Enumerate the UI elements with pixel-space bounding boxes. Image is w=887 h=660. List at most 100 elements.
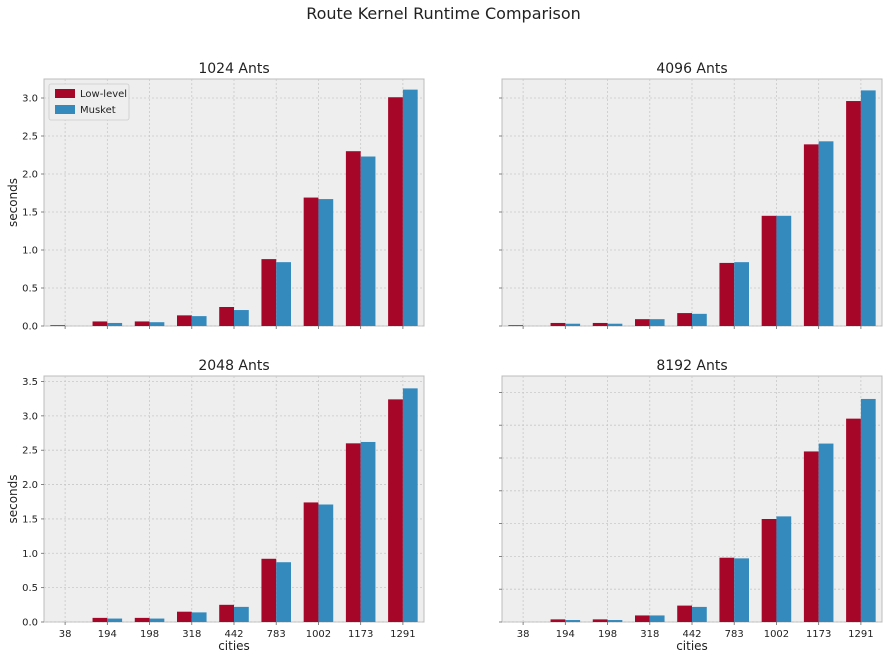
subplot-title: 2048 Ants xyxy=(198,358,269,374)
bar-musket xyxy=(860,90,876,327)
bar-low-level xyxy=(846,418,861,622)
x-axis-label: cities xyxy=(676,639,708,653)
x-tick-label: 1002 xyxy=(306,629,331,640)
bar-low-level xyxy=(592,322,608,326)
y-tick-label: 2.5 xyxy=(22,446,38,457)
x-tick-label: 198 xyxy=(140,629,159,640)
bar-low-level xyxy=(719,262,735,326)
y-tick-label: 2.5 xyxy=(22,132,38,143)
bar-low-level xyxy=(92,617,108,622)
x-tick-label: 1291 xyxy=(390,629,415,640)
x-tick-label: 442 xyxy=(224,629,243,640)
y-tick-label: 3.5 xyxy=(22,377,38,388)
x-tick-label: 783 xyxy=(725,629,744,640)
bar-low-level xyxy=(219,604,234,622)
x-tick-label: 38 xyxy=(517,629,530,640)
bar-musket xyxy=(276,562,291,622)
bar-low-level xyxy=(177,315,192,326)
bar-low-level xyxy=(803,451,819,622)
bar-low-level xyxy=(92,321,108,326)
bar-musket xyxy=(692,606,707,622)
bar-musket xyxy=(360,441,376,622)
bar-musket xyxy=(402,89,418,326)
x-axis-label: cities xyxy=(218,639,250,653)
y-tick-label: 3.0 xyxy=(22,411,38,422)
bar-musket xyxy=(692,313,707,326)
bar-low-level xyxy=(846,101,861,326)
y-tick-label: 1.0 xyxy=(22,246,38,257)
bar-musket xyxy=(318,504,334,622)
legend-label: Low-level xyxy=(80,89,127,100)
bar-low-level xyxy=(50,325,66,326)
y-tick-label: 1.5 xyxy=(22,514,38,525)
bar-low-level xyxy=(719,557,735,622)
bar-low-level xyxy=(508,325,524,326)
legend-label: Musket xyxy=(80,105,116,116)
y-axis-label: seconds xyxy=(6,178,20,227)
bar-musket xyxy=(107,618,123,622)
y-tick-label: 0.5 xyxy=(22,583,38,594)
bar-low-level xyxy=(677,313,692,326)
subplot-title: 4096 Ants xyxy=(656,61,727,77)
bar-low-level xyxy=(345,443,361,622)
subplot-title: 1024 Ants xyxy=(198,61,269,77)
legend-swatch xyxy=(55,105,75,114)
bar-low-level xyxy=(303,502,319,622)
bar-musket xyxy=(191,316,207,326)
y-tick-label: 0.0 xyxy=(22,618,38,629)
bar-musket xyxy=(565,323,581,326)
bar-musket xyxy=(607,323,623,326)
subplot-title: 8192 Ants xyxy=(656,358,727,374)
bar-musket xyxy=(776,215,792,326)
x-tick-label: 38 xyxy=(59,629,72,640)
bar-low-level xyxy=(134,617,150,622)
bar-low-level xyxy=(388,97,403,327)
figure-title: Route Kernel Runtime Comparison xyxy=(306,4,581,23)
bar-low-level xyxy=(550,619,566,622)
x-tick-label: 318 xyxy=(640,629,659,640)
y-tick-label: 2.0 xyxy=(22,170,38,181)
bar-low-level xyxy=(677,605,692,622)
x-tick-label: 1173 xyxy=(348,629,373,640)
bar-musket xyxy=(565,620,581,622)
bar-low-level xyxy=(303,197,319,326)
bar-musket xyxy=(234,310,249,326)
y-tick-label: 1.5 xyxy=(22,208,38,219)
bar-musket xyxy=(607,620,623,622)
bar-low-level xyxy=(592,619,608,622)
y-tick-label: 1.0 xyxy=(22,549,38,560)
bar-low-level xyxy=(219,307,234,326)
bar-musket xyxy=(734,262,749,326)
y-tick-label: 2.0 xyxy=(22,480,38,491)
x-tick-label: 1173 xyxy=(806,629,831,640)
bar-low-level xyxy=(134,321,150,326)
bar-low-level xyxy=(635,615,650,622)
bar-musket xyxy=(649,615,665,622)
bar-low-level xyxy=(761,215,777,326)
bar-musket xyxy=(276,262,291,326)
bar-musket xyxy=(818,141,834,326)
bar-musket xyxy=(107,322,123,326)
x-tick-label: 318 xyxy=(182,629,201,640)
bar-low-level xyxy=(761,519,777,622)
y-tick-label: 3.0 xyxy=(22,94,38,105)
bar-low-level xyxy=(261,259,277,326)
y-axis-label: seconds xyxy=(6,474,20,523)
bar-musket xyxy=(149,322,165,326)
bar-musket xyxy=(649,319,665,326)
bar-musket xyxy=(734,558,749,622)
bar-low-level xyxy=(345,151,361,326)
bar-low-level xyxy=(388,399,403,622)
x-tick-label: 198 xyxy=(598,629,617,640)
x-tick-label: 442 xyxy=(682,629,701,640)
x-tick-label: 194 xyxy=(556,629,575,640)
y-tick-label: 0.0 xyxy=(22,322,38,333)
bar-musket xyxy=(191,612,207,622)
bar-low-level xyxy=(803,144,819,326)
bar-low-level xyxy=(261,558,277,622)
bar-musket xyxy=(234,606,249,622)
bar-musket xyxy=(818,443,834,622)
bar-musket xyxy=(360,156,376,326)
bar-low-level xyxy=(635,319,650,326)
y-tick-label: 0.5 xyxy=(22,284,38,295)
